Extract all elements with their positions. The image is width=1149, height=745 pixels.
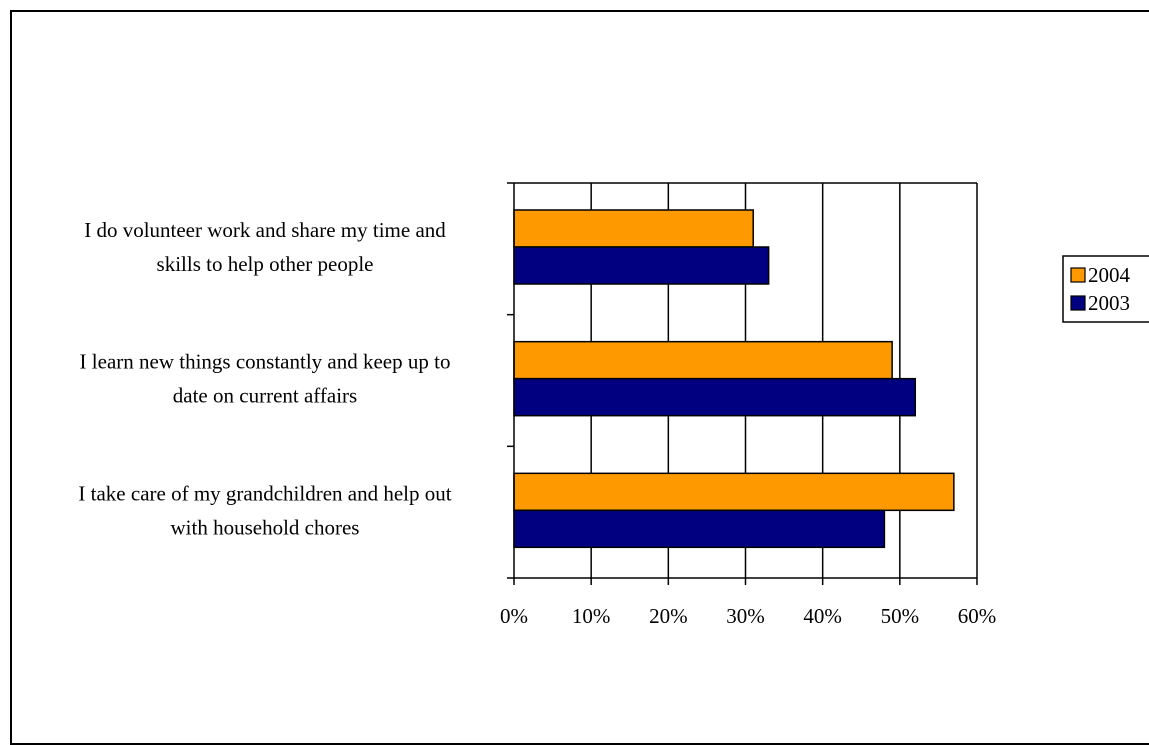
category-label-line: date on current affairs <box>173 384 357 408</box>
bar-2004-1 <box>513 340 893 380</box>
category-label-line: I do volunteer work and share my time an… <box>84 218 446 242</box>
x-tick-label: 40% <box>803 604 842 628</box>
x-tick-label: 60% <box>958 604 997 628</box>
legend-label-2003: 2003 <box>1088 291 1130 315</box>
category-labels: I do volunteer work and share my time an… <box>78 218 451 539</box>
category-label-1: I learn new things constantly and keep u… <box>80 350 451 408</box>
x-tick-label: 30% <box>726 604 765 628</box>
x-tick-label: 10% <box>572 604 611 628</box>
legend-swatch-2004 <box>1070 267 1086 283</box>
bars <box>513 209 955 549</box>
x-tick-label: 20% <box>649 604 688 628</box>
legend: 2004 2003 <box>1062 255 1149 323</box>
legend-swatch-2003 <box>1070 295 1086 311</box>
category-label-0: I do volunteer work and share my time an… <box>84 218 446 276</box>
x-tick-label: 0% <box>500 604 528 628</box>
legend-box <box>1062 255 1149 323</box>
category-label-line: I take care of my grandchildren and help… <box>78 481 451 505</box>
x-tick-label: 50% <box>881 604 920 628</box>
bar-2004-0 <box>513 209 754 248</box>
x-tick-labels: 0% 10% 20% 30% 40% 50% 60% <box>500 604 996 628</box>
bar-2004-2 <box>513 472 955 512</box>
bar-2003-1 <box>513 377 917 417</box>
category-label-line: I learn new things constantly and keep u… <box>80 350 451 374</box>
category-label-2: I take care of my grandchildren and help… <box>78 481 451 539</box>
category-label-line: with household chores <box>171 515 360 539</box>
bar-2003-2 <box>513 509 886 549</box>
category-label-line: skills to help other people <box>157 252 374 276</box>
axes <box>507 182 978 585</box>
legend-label-2004: 2004 <box>1088 263 1131 287</box>
bar-2003-0 <box>513 246 770 285</box>
